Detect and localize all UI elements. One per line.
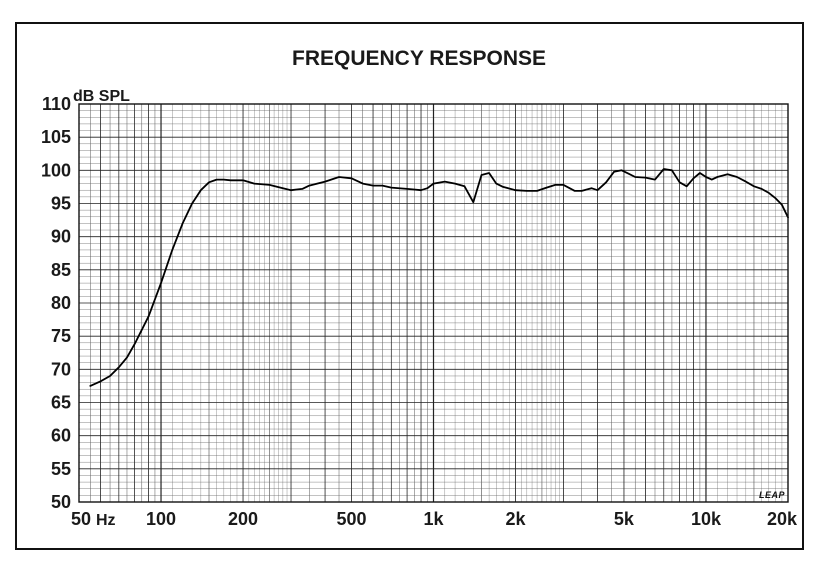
y-tick-label: 90 <box>51 227 71 247</box>
x-tick-label: 2k <box>506 509 527 529</box>
data-series <box>89 168 789 387</box>
x-tick-label: 500 <box>336 509 366 529</box>
x-tick-labels: 50 100 200 500 1k 2k 5k 10k 20k Hz <box>71 509 798 529</box>
chart-frame: FREQUENCY RESPONSE dB SPL 50 55 60 65 70 75 80… <box>15 22 804 550</box>
brand-logo: LEAP <box>759 490 786 500</box>
y-tick-label: 50 <box>51 492 71 512</box>
y-tick-label: 70 <box>51 359 71 379</box>
y-tick-label: 60 <box>51 426 71 446</box>
y-tick-label: 75 <box>51 326 71 346</box>
y-tick-labels: 50 55 60 65 70 75 80 85 90 95 100 105 110 <box>41 94 71 512</box>
y-tick-label: 65 <box>51 393 71 413</box>
x-tick-label: 100 <box>146 509 176 529</box>
x-unit-label: Hz <box>96 512 116 529</box>
y-tick-label: 100 <box>41 160 71 180</box>
x-tick-label: 5k <box>614 509 635 529</box>
y-tick-label: 80 <box>51 293 71 313</box>
frequency-response-chart: FREQUENCY RESPONSE dB SPL 50 55 60 65 70 75 80… <box>41 47 798 529</box>
plot-area-border <box>78 103 789 503</box>
x-tick-label: 1k <box>423 509 444 529</box>
y-tick-label: 55 <box>51 459 71 479</box>
frequency-response-line <box>89 168 789 387</box>
x-tick-label: 200 <box>228 509 258 529</box>
y-tick-label: 85 <box>51 260 71 280</box>
y-tick-label: 110 <box>42 94 71 114</box>
x-tick-label: 10k <box>691 509 722 529</box>
x-tick-label: 20k <box>767 509 798 529</box>
chart-title: FREQUENCY RESPONSE <box>292 47 546 70</box>
y-tick-label: 105 <box>41 127 71 147</box>
x-tick-label: 50 <box>71 509 91 529</box>
y-axis-label: dB SPL <box>73 88 130 105</box>
y-tick-label: 95 <box>51 194 71 214</box>
